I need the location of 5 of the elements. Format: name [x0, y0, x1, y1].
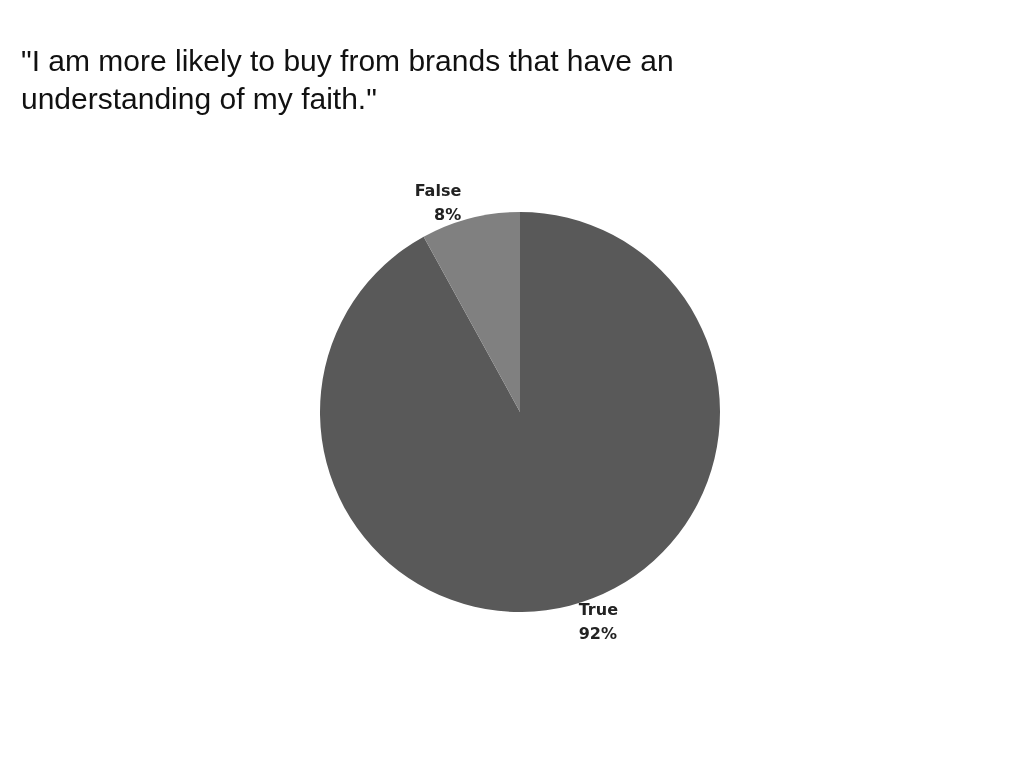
chart-title: "I am more likely to buy from brands that have an understanding of my faith." [21, 43, 682, 115]
slice-label: True [578, 599, 619, 619]
data-label: 8% [434, 205, 462, 225]
slice-label: False [414, 181, 462, 201]
data-label: 92% [578, 623, 618, 643]
